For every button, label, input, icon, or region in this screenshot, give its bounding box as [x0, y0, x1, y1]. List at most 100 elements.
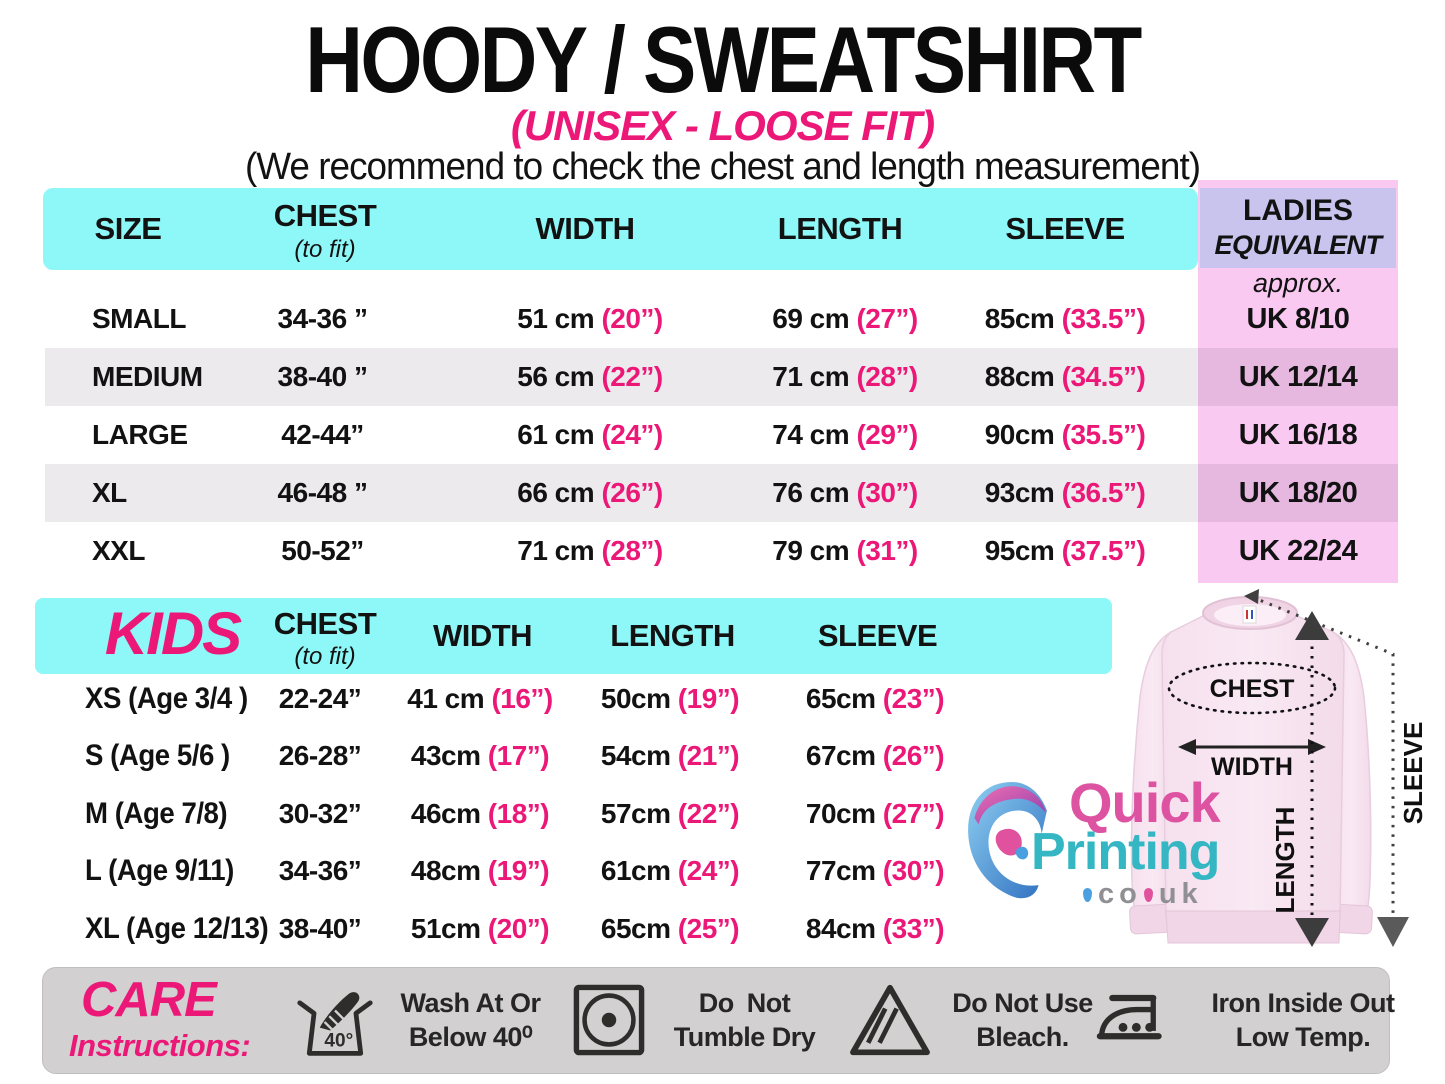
chest-cell: 38-40”	[278, 913, 362, 944]
length-cm: 76 cm	[772, 477, 850, 508]
sleeve-cm: 90cm	[984, 419, 1055, 450]
width-in: (20”)	[487, 913, 550, 944]
length-cell: 71 cm (28”)	[715, 348, 975, 406]
sleeve-cm: 67cm	[805, 740, 876, 771]
ladies-header-line1: LADIES	[1242, 194, 1353, 227]
table-row: M (Age 7/8) 30-32” 46cm (18”) 57cm (22”)…	[0, 785, 1120, 842]
care-instructions-bar: CARE Instructions: 40° Wash At Or Below …	[42, 967, 1395, 1074]
chest-cell: 34-36 ”	[277, 303, 368, 334]
size-cell: S (Age 5/6 )	[85, 739, 230, 772]
header-sleeve: SLEEVE	[1005, 211, 1125, 246]
ladies-cell: UK 22/24	[1238, 535, 1358, 567]
width-cell: 51 cm (20”)	[460, 290, 720, 348]
length-arrowhead-top	[1295, 611, 1329, 640]
chest-cell: 22-24”	[278, 683, 362, 714]
length-cm: 71 cm	[772, 361, 850, 392]
care-line: Do Not	[698, 988, 791, 1018]
size-cell: XS (Age 3/4 )	[85, 682, 248, 715]
width-in: (16”)	[491, 683, 553, 714]
width-cm: 48cm	[410, 855, 481, 886]
table-row: XXL 50-52” 71 cm (28”) 79 cm (31”) 95cm …	[0, 522, 1445, 580]
width-in: (19”)	[487, 855, 550, 886]
sleeve-cell: 88cm (34.5”)	[950, 348, 1180, 406]
length-in: (29”)	[856, 419, 918, 450]
length-in: (30”)	[856, 477, 918, 508]
width-cm: 43cm	[410, 740, 481, 771]
wash-temp-label: 40°	[324, 1031, 353, 1052]
table-row: XL 46-48 ” 66 cm (26”) 76 cm (30”) 93cm …	[0, 464, 1445, 522]
ladies-approx-label: approx.	[1252, 268, 1344, 298]
sleeve-cm: 65cm	[805, 683, 876, 714]
sleeve-in: (34.5”)	[1061, 361, 1146, 392]
sleeve-cm: 77cm	[805, 855, 876, 886]
quickprinting-logo: Quick Printing co uk	[965, 771, 1255, 918]
page-subtitle: (UNISEX - LOOSE FIT)	[510, 102, 935, 149]
care-heading: CARE	[81, 973, 217, 1027]
chest-cell: 42-44”	[281, 419, 364, 450]
width-cm: 51cm	[410, 913, 481, 944]
row-stripe	[45, 464, 1398, 522]
kids-header-chest-sub: (to fit)	[294, 643, 356, 670]
sleeve-cm: 84cm	[805, 913, 876, 944]
sleeve-arrowhead-top	[1244, 589, 1259, 604]
row-stripe	[45, 348, 1398, 406]
length-cell: 65cm (25”)	[580, 900, 760, 957]
care-line: Do Not Use	[952, 988, 1093, 1018]
kids-table-header: KIDS CHEST (to fit) WIDTH LENGTH SLEEVE	[35, 598, 1112, 674]
ladies-cell: UK 16/18	[1238, 419, 1358, 451]
size-cell: XL	[92, 477, 127, 508]
width-cell: 43cm (17”)	[390, 727, 570, 784]
length-cm: 57cm	[600, 798, 671, 829]
sleeve-arrowhead-bottom	[1377, 917, 1409, 947]
sleeve-cell: 95cm (37.5”)	[950, 522, 1180, 580]
size-cell: XL (Age 12/13)	[85, 912, 269, 945]
kids-header-length: LENGTH	[610, 618, 735, 653]
sleeve-in: (33.5”)	[1061, 303, 1146, 334]
collar-label	[1242, 605, 1257, 624]
size-cell: XXL	[92, 535, 145, 566]
length-cell: 57cm (22”)	[580, 785, 760, 842]
width-in: (26”)	[601, 477, 663, 508]
quickprinting-logo-icon	[968, 781, 1047, 899]
width-cm: 66 cm	[517, 477, 595, 508]
ladies-header: LADIES EQUIVALENT	[1200, 188, 1396, 268]
width-label: WIDTH	[1211, 753, 1293, 781]
kids-header-width: WIDTH	[432, 618, 533, 653]
width-in: (24”)	[601, 419, 663, 450]
length-in: (31”)	[856, 535, 918, 566]
hand-glyph	[319, 992, 360, 1031]
chest-cell: 46-48 ”	[277, 477, 368, 508]
size-cell: SMALL	[92, 303, 186, 334]
care-line: Wash At Or	[400, 988, 541, 1018]
length-in: (19”)	[677, 683, 740, 714]
sleeve-cell: 84cm (33”)	[785, 900, 965, 957]
table-row: L (Age 9/11) 34-36” 48cm (19”) 61cm (24”…	[0, 842, 1120, 899]
care-item-text: Do Not Use Bleach.	[935, 986, 1110, 1054]
length-cell: 79 cm (31”)	[715, 522, 975, 580]
length-in: (28”)	[856, 361, 918, 392]
length-cm: 54cm	[600, 740, 671, 771]
chest-cell: 50-52”	[281, 535, 364, 566]
logo-word-printing: Printing	[1031, 823, 1220, 881]
header-size: SIZE	[94, 211, 162, 246]
sleeve-cell: 70cm (27”)	[785, 785, 965, 842]
sleeve-cell: 77cm (30”)	[785, 842, 965, 899]
sleeve-cm: 70cm	[805, 798, 876, 829]
length-in: (25”)	[677, 913, 740, 944]
sleeve-in: (33”)	[882, 913, 945, 944]
width-cell: 41 cm (16”)	[390, 670, 570, 727]
chest-measure-ellipse	[1167, 661, 1337, 715]
size-cell: L (Age 9/11)	[85, 854, 234, 887]
care-item-text: Iron Inside Out Low Temp.	[1193, 986, 1413, 1054]
chest-cell: 34-36”	[278, 855, 362, 886]
table-row: S (Age 5/6 ) 26-28” 43cm (17”) 54cm (21”…	[0, 727, 1120, 784]
sleeve-cm: 95cm	[984, 535, 1055, 566]
sleeve-label: SLEEVE	[1398, 722, 1428, 825]
kids-header-chest-label: CHEST	[273, 606, 377, 641]
width-cell: 56 cm (22”)	[460, 348, 720, 406]
sleeve-cm: 85cm	[984, 303, 1055, 334]
ladies-cell: UK 18/20	[1238, 477, 1358, 509]
ladies-approx: approx.	[1198, 268, 1398, 299]
pink-drop-icon	[1143, 887, 1153, 902]
length-cm: 50cm	[600, 683, 671, 714]
